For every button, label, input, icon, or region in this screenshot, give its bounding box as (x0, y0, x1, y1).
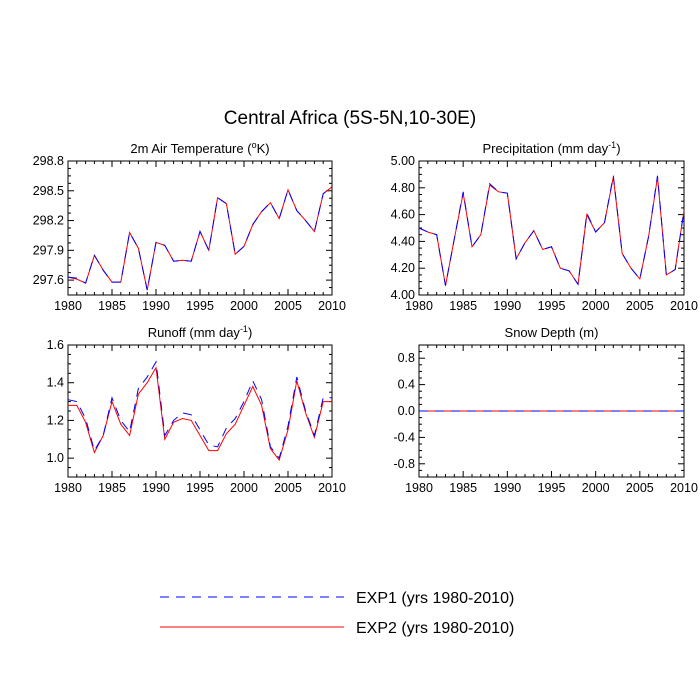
y-tick-label: -0.4 (393, 430, 415, 444)
panel-1: 2m Air Temperature (oK) 1980 1985 1990 1995 2… (33, 140, 346, 313)
x-tick-label: 2010 (670, 481, 698, 495)
panel-3: Runoff (mm day-1) 1980 1985 1990 1995 2000 200… (47, 324, 346, 495)
x-tick-label: 2000 (230, 481, 258, 495)
y-tick-label: 4.20 (391, 261, 415, 275)
plot-frame (67, 160, 333, 296)
x-tick-label: 1980 (54, 299, 82, 313)
x-tick-label: 1990 (142, 299, 170, 313)
series-line-exp2 (68, 366, 332, 462)
x-tick-label: 2010 (318, 299, 346, 313)
y-tick-label: 4.40 (391, 234, 415, 248)
x-tick-label: 1985 (449, 481, 477, 495)
y-tick-label: 4.80 (391, 181, 415, 195)
y-tick-label: 1.0 (47, 451, 64, 465)
legend-label-exp1: EXP1 (yrs 1980-2010) (356, 590, 514, 607)
legend-label-exp2: EXP2 (yrs 1980-2010) (356, 620, 514, 637)
x-tick-label: 2000 (582, 481, 610, 495)
x-tick-label: 1985 (449, 299, 477, 313)
series-line-exp1 (67, 360, 332, 460)
x-tick-label: 1990 (493, 299, 521, 313)
series-line-exp2 (418, 176, 685, 286)
x-tick-label: 1995 (538, 481, 566, 495)
y-tick-label: 298.8 (33, 154, 64, 168)
x-tick-label: 2000 (230, 299, 258, 313)
series-line-exp1 (418, 175, 685, 286)
y-tick-label: 4.00 (391, 288, 415, 302)
legend: EXP1 (yrs 1980-2010) EXP2 (yrs 1980-2010) (160, 590, 514, 637)
y-tick-label: 298.2 (33, 214, 64, 228)
panel-title: Precipitation (mm day-1) (482, 140, 620, 156)
panel-title: Runoff (mm day-1) (148, 324, 253, 340)
x-tick-label: 1990 (493, 481, 521, 495)
y-tick-label: 5.00 (391, 154, 415, 168)
x-tick-label: 1985 (98, 481, 126, 495)
x-tick-label: 2010 (318, 481, 346, 495)
x-tick-label: 1995 (186, 299, 214, 313)
plot-frame (67, 344, 333, 478)
x-tick-label: 2005 (626, 481, 654, 495)
x-tick-label: 1980 (54, 481, 82, 495)
x-tick-label: 2010 (670, 299, 698, 313)
x-tick-label: 2000 (582, 299, 610, 313)
x-tick-label: 2005 (626, 299, 654, 313)
x-tick-label: 1980 (405, 481, 433, 495)
panel-title: Snow Depth (m) (505, 325, 599, 340)
y-tick-label: 0.8 (398, 351, 415, 365)
y-tick-label: 1.6 (47, 338, 64, 352)
y-tick-label: 297.6 (33, 273, 64, 287)
y-tick-label: 4.60 (391, 208, 415, 222)
series-line-exp2 (67, 186, 333, 291)
x-tick-label: 2005 (274, 299, 302, 313)
y-tick-label: 0.4 (398, 378, 415, 392)
y-tick-label: -0.8 (393, 457, 415, 471)
x-tick-label: 1985 (98, 299, 126, 313)
plot-frame (418, 160, 685, 296)
x-tick-label: 1990 (142, 481, 170, 495)
panel-4: Snow Depth (m) 1980 1985 1990 1995 2000 2005 20… (393, 325, 697, 495)
panel-title: 2m Air Temperature (oK) (130, 140, 269, 156)
y-tick-label: 0.0 (398, 404, 415, 418)
x-tick-label: 2005 (274, 481, 302, 495)
y-tick-label: 297.9 (33, 243, 64, 257)
y-tick-label: 1.2 (47, 413, 64, 427)
y-tick-label: 298.5 (33, 184, 64, 198)
panel-2: Precipitation (mm day-1) 1980 1985 1990 1995… (391, 140, 698, 313)
x-tick-label: 1995 (186, 481, 214, 495)
figure-title: Central Africa (5S-5N,10-30E) (224, 108, 476, 129)
panels: 2m Air Temperature (oK) 1980 1985 1990 1995 2… (33, 140, 698, 495)
x-tick-label: 1980 (405, 299, 433, 313)
y-tick-label: 1.4 (47, 376, 64, 390)
x-tick-label: 1995 (538, 299, 566, 313)
series-line-exp1 (67, 186, 333, 291)
